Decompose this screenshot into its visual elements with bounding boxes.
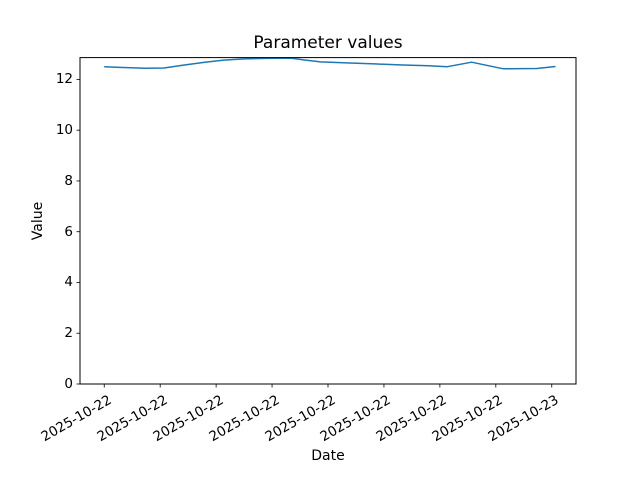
plot-border — [79, 57, 577, 385]
y-tick-label: 8 — [64, 172, 73, 189]
y-tick-label: 10 — [55, 122, 73, 139]
y-tick-label: 6 — [64, 223, 73, 240]
x-axis-label: Date — [311, 448, 345, 464]
y-tick-label: 12 — [55, 71, 73, 88]
y-tick-label: 2 — [64, 325, 73, 342]
chart-title: Parameter values — [253, 33, 403, 53]
series-line — [104, 57, 556, 70]
y-tick-label: 4 — [64, 274, 73, 291]
y-tick-label: 0 — [64, 376, 73, 392]
